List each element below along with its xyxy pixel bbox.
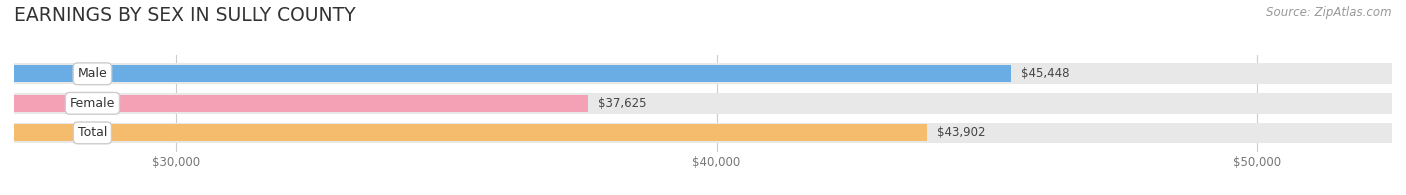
Bar: [14, 95, 588, 112]
Text: EARNINGS BY SEX IN SULLY COUNTY: EARNINGS BY SEX IN SULLY COUNTY: [14, 6, 356, 25]
Bar: [14, 122, 1392, 143]
Text: Male: Male: [77, 67, 107, 80]
Text: Source: ZipAtlas.com: Source: ZipAtlas.com: [1267, 6, 1392, 19]
Text: $45,448: $45,448: [1021, 67, 1069, 80]
Bar: [14, 124, 928, 141]
Text: $43,902: $43,902: [936, 126, 986, 139]
Text: Female: Female: [70, 97, 115, 110]
Bar: [14, 93, 1392, 114]
Text: Total: Total: [77, 126, 107, 139]
Text: $37,625: $37,625: [598, 97, 647, 110]
Bar: [14, 65, 1011, 82]
Bar: [14, 63, 1392, 84]
